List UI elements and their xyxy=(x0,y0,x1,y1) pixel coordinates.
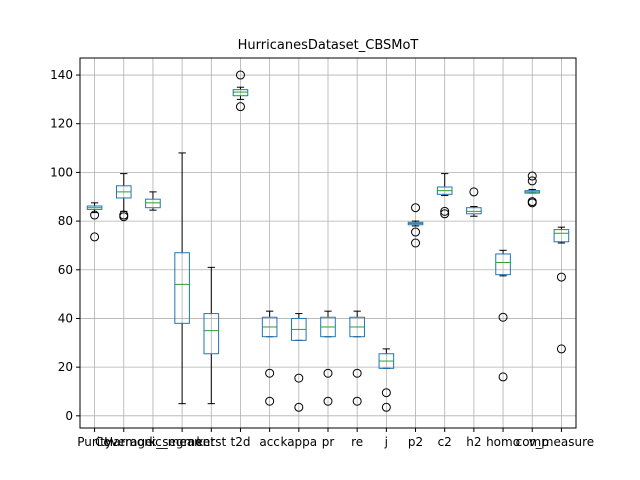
outlier-point xyxy=(411,203,421,213)
box-k_segment xyxy=(174,152,190,405)
box-iqr xyxy=(203,313,220,355)
x-tick-label: Purity xyxy=(77,435,112,449)
x-tick-label: c2 xyxy=(438,435,452,449)
outlier-point xyxy=(265,368,275,378)
y-tick-label: 100 xyxy=(50,165,73,179)
outlier-point xyxy=(527,171,537,181)
x-tick-label: p2 xyxy=(408,435,423,449)
outlier-point xyxy=(469,187,479,197)
box-c2 xyxy=(436,173,453,219)
outlier-point xyxy=(352,396,362,406)
outlier-point xyxy=(119,212,129,222)
y-tick-label: 60 xyxy=(58,263,73,277)
plot-area: 0 20 40 60 80 100 120 140 PurityCoverageHarmonic… xyxy=(50,57,594,449)
outlier-point xyxy=(90,210,100,220)
outlier-point xyxy=(498,372,508,382)
x-tick-label: acc xyxy=(259,435,280,449)
x-tick-label: pr xyxy=(322,435,335,449)
box-iqr xyxy=(495,253,511,276)
outlier-point xyxy=(294,402,304,412)
outlier-point xyxy=(440,209,450,219)
outlier-point xyxy=(411,227,421,237)
outlier-point xyxy=(556,272,566,282)
box-p2 xyxy=(407,203,424,248)
outlier-point xyxy=(265,396,275,406)
x-tick-label: kerst xyxy=(196,435,226,449)
x-tick-label: Harmonic_mean xyxy=(104,435,202,449)
box-iqr xyxy=(466,207,482,215)
y-tick-label: 20 xyxy=(58,360,73,374)
box-v_measure xyxy=(553,226,570,354)
x-tick-label: v_measure xyxy=(529,435,594,449)
outlier-point xyxy=(498,312,508,322)
outlier-point xyxy=(556,344,566,354)
box-Harmonic_mean xyxy=(145,191,161,211)
x-tick-label: kappa xyxy=(280,435,317,449)
box-j xyxy=(378,348,395,412)
outlier-point xyxy=(90,232,100,242)
x-tick-label: homo xyxy=(486,435,520,449)
box-re xyxy=(349,310,365,406)
box-comp xyxy=(524,171,541,208)
x-tick-label: Coverage xyxy=(95,435,153,449)
box-kerst xyxy=(203,266,220,405)
y-tick-label: 40 xyxy=(58,311,73,325)
box-iqr xyxy=(145,198,161,209)
y-tick-label: 140 xyxy=(50,68,73,82)
box-homo xyxy=(495,249,511,382)
box-Coverage xyxy=(115,173,132,222)
box-h2 xyxy=(466,187,482,217)
outlier-point xyxy=(323,396,333,406)
box-acc xyxy=(261,310,278,406)
box-iqr xyxy=(553,229,570,243)
y-tick-label: 120 xyxy=(50,117,73,131)
x-tick-label: re xyxy=(351,435,363,449)
outlier-point xyxy=(527,198,537,208)
outlier-point xyxy=(235,102,245,112)
outlier-point xyxy=(352,368,362,378)
y-tick-label: 80 xyxy=(58,214,73,228)
box-pr xyxy=(320,310,336,406)
outlier-point xyxy=(323,368,333,378)
box-Purity xyxy=(86,202,103,242)
outlier-point xyxy=(381,388,391,398)
box-iqr xyxy=(232,89,249,97)
outlier-point xyxy=(235,70,245,80)
box-iqr xyxy=(174,252,190,324)
x-tick-label: k_segment xyxy=(149,435,215,449)
outlier-point xyxy=(527,176,537,186)
outlier-point xyxy=(294,373,304,383)
y-tick-label: 0 xyxy=(65,409,73,423)
box-t2d xyxy=(232,70,249,112)
x-tick-label: comp xyxy=(516,435,549,449)
x-tick-label: h2 xyxy=(466,435,481,449)
x-tick-label: j xyxy=(384,435,388,449)
outlier-point xyxy=(381,402,391,412)
box-kappa xyxy=(291,313,307,412)
outlier-point xyxy=(411,238,421,248)
outlier-point xyxy=(440,206,450,216)
chart-title: HurricanesDataset_CBSMoT xyxy=(238,38,419,53)
x-tick-label: t2d xyxy=(230,435,250,449)
